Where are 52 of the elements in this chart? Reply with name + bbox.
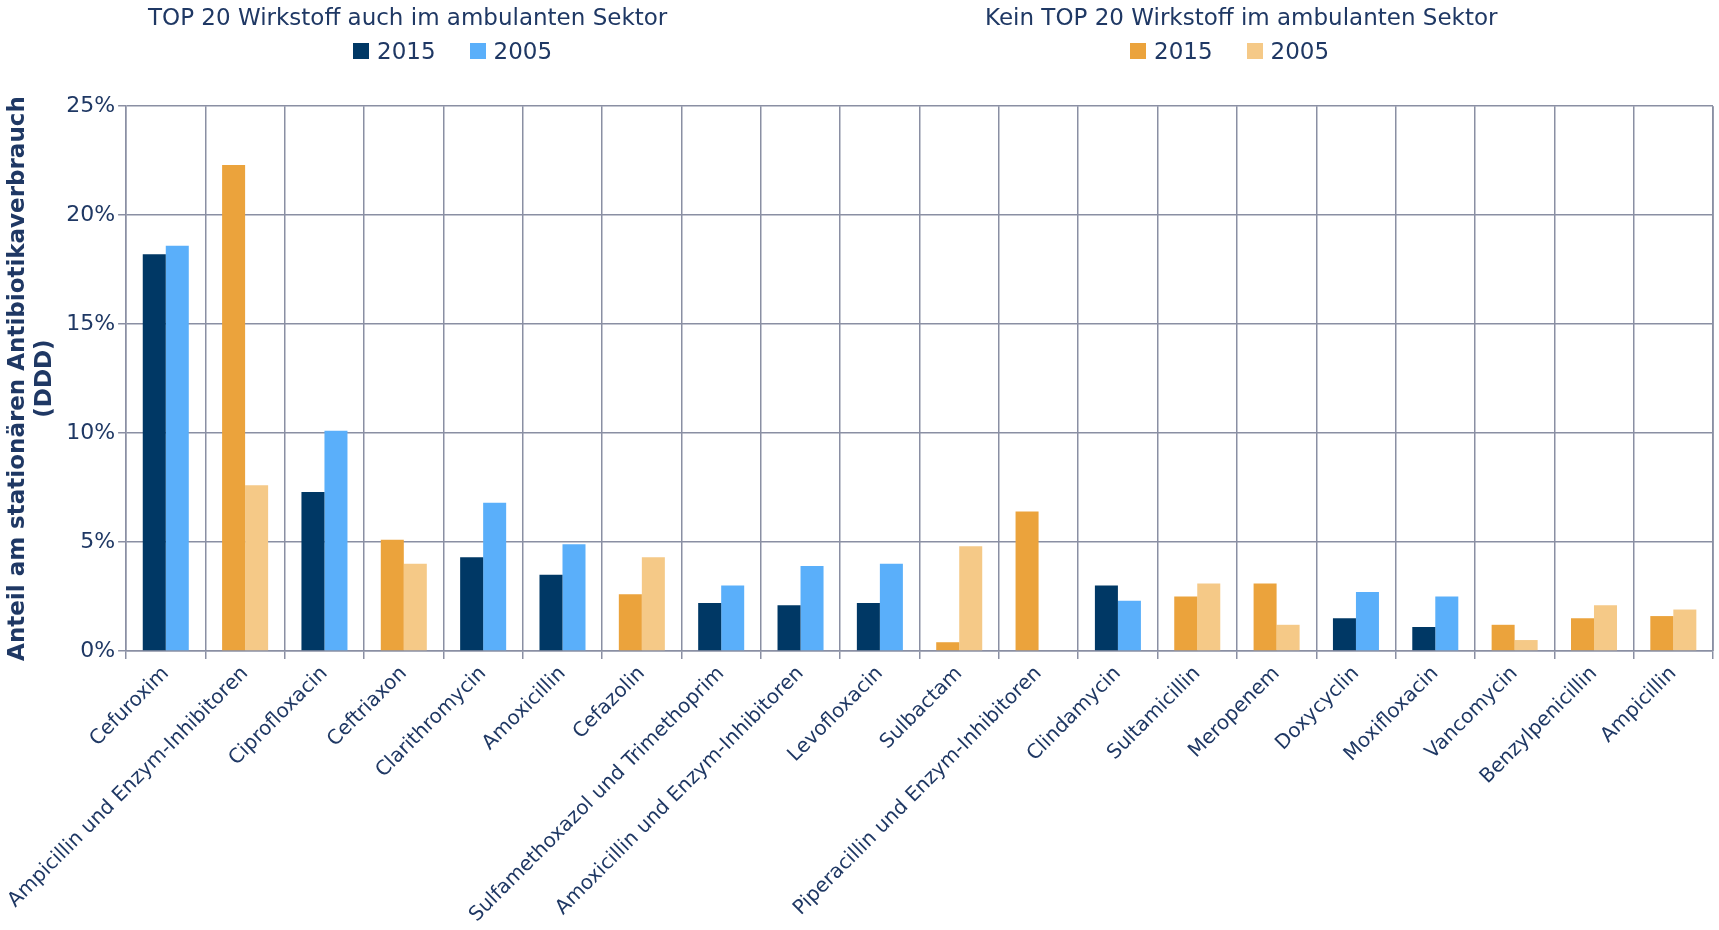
text: Kein TOP 20 Wirkstoff im ambulanten Sektor (985, 4, 1498, 30)
bar (1276, 624, 1300, 651)
bar (777, 605, 801, 651)
bar (1435, 596, 1459, 651)
bar (800, 565, 824, 651)
bar (618, 594, 642, 651)
bar (1015, 511, 1039, 651)
bar (324, 430, 348, 651)
y-tick-label: 20% (66, 200, 116, 226)
y-axis-title: Anteil am stationären Antibiotikaverbrauch (DDD) (2, 96, 57, 661)
bar (1174, 596, 1198, 651)
bar (539, 574, 563, 651)
bar (301, 491, 325, 651)
bar (1673, 609, 1697, 651)
bar (1117, 600, 1141, 651)
bar (1094, 585, 1118, 651)
y-tick-label: 25% (66, 91, 116, 117)
bar (165, 245, 189, 651)
legend-label: 2005 (493, 38, 553, 64)
bar (380, 539, 404, 651)
bar (856, 603, 880, 651)
bar (879, 563, 903, 651)
bar (1253, 583, 1277, 651)
bar (1355, 592, 1379, 651)
legend-label: 2005 (1270, 38, 1330, 64)
bar (222, 165, 246, 651)
bar (641, 557, 665, 651)
bar (460, 557, 484, 651)
bar (245, 485, 269, 651)
bar (959, 546, 983, 651)
bar (936, 642, 960, 651)
legend-label: 2015 (1154, 38, 1213, 64)
bar (721, 585, 745, 651)
bar (1593, 605, 1617, 651)
bar (1570, 618, 1594, 651)
y-tick-label: 10% (66, 418, 116, 444)
bar (1332, 618, 1356, 651)
bar (142, 254, 166, 651)
bar (1197, 583, 1221, 651)
y-tick-label: 15% (66, 309, 116, 335)
y-tick-label: 0% (80, 636, 116, 662)
bar (1491, 624, 1515, 651)
y-tick-label: 5% (80, 527, 116, 553)
bar (1412, 626, 1436, 651)
bar (1650, 616, 1674, 651)
bar (562, 544, 586, 651)
bar (1514, 640, 1538, 651)
legend-label: 2015 (377, 38, 436, 64)
text: TOP 20 Wirkstoff auch im ambulanten Sektor (148, 4, 668, 30)
bar (403, 563, 427, 651)
bar (698, 603, 722, 651)
bar (483, 502, 507, 651)
